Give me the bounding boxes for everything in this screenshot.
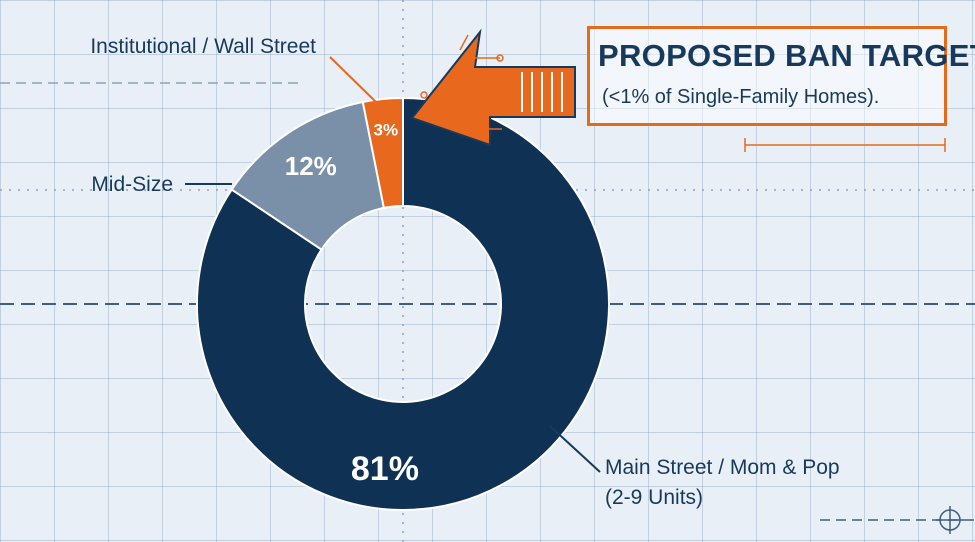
dimension-marker (744, 138, 946, 152)
category-label-line: Institutional / Wall Street (90, 35, 316, 58)
callout-box (587, 26, 947, 126)
leader-line-institutional (329, 56, 379, 105)
slice-institutional (361, 96, 404, 210)
category-labels: Main Street / Mom & Pop (2-9 Units) Mid-Si… (90, 35, 839, 509)
arrow-icon (410, 28, 576, 147)
category-label-line: (2-9 Units) (605, 486, 703, 509)
leader-lines (185, 56, 601, 473)
category-label-mid-size: Mid-Size (91, 173, 173, 196)
category-label-institutional: Institutional / Wall Street (90, 35, 316, 58)
callout-title: PROPOSED BAN TARGET (598, 38, 975, 73)
category-label-line: Main Street / Mom & Pop (605, 456, 840, 479)
slice-main-street (196, 96, 610, 511)
donut-slices (196, 96, 610, 511)
category-label-line: Mid-Size (91, 173, 173, 196)
callout-subtitle: (<1% of Single-Family Homes). (602, 86, 880, 108)
value-label-institutional: 3% (374, 120, 399, 139)
leader-line-main-street (549, 425, 601, 473)
category-label-main-street: Main Street / Mom & Pop (2-9 Units) (605, 456, 840, 509)
value-label-main-street: 81% (351, 450, 419, 488)
value-label-mid-size: 12% (285, 151, 337, 181)
crosshair-icon (936, 506, 964, 534)
donut-value-labels: 81% 12% 3% (285, 120, 419, 488)
